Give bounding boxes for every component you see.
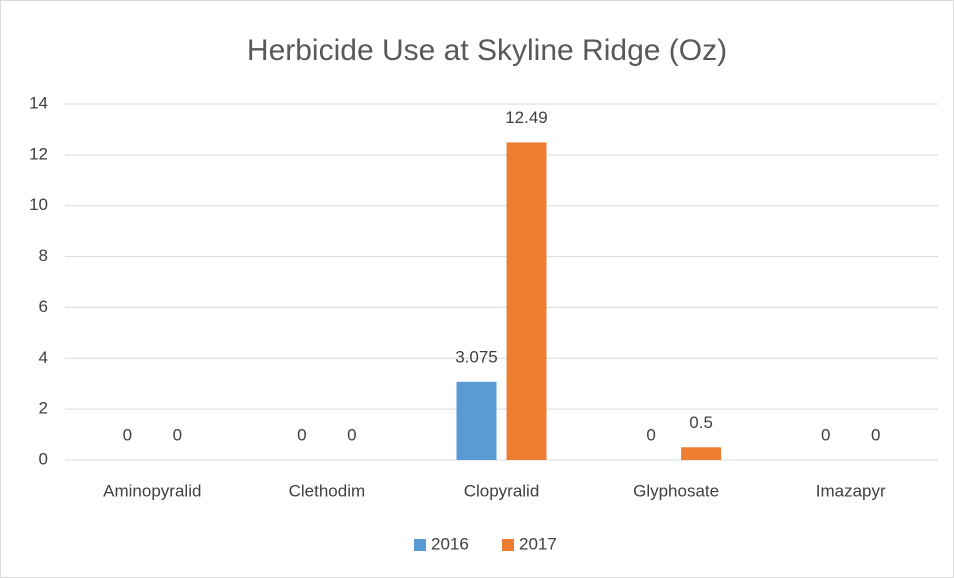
data-label: 0.5 [689, 413, 713, 432]
y-tick-label: 4 [39, 348, 48, 367]
x-tick-label: Clopyralid [464, 481, 540, 500]
data-label: 0 [646, 425, 655, 444]
data-label: 0 [297, 425, 306, 444]
x-tick-label: Glyphosate [633, 481, 719, 500]
y-tick-label: 2 [39, 399, 48, 418]
y-tick-label: 14 [29, 93, 48, 112]
y-tick-label: 0 [39, 449, 48, 468]
x-tick-label: Clethodim [289, 481, 366, 500]
data-label: 12.49 [505, 108, 548, 127]
y-tick-label: 12 [29, 144, 48, 163]
data-label: 0 [123, 425, 132, 444]
x-tick-label: Aminopyralid [103, 481, 201, 500]
bar [456, 381, 497, 460]
y-tick-label: 8 [39, 246, 48, 265]
data-label: 0 [821, 425, 830, 444]
data-label: 3.075 [455, 347, 498, 366]
data-label: 0 [173, 425, 182, 444]
bar [681, 447, 722, 460]
legend-swatch [414, 539, 426, 551]
data-label: 0 [347, 425, 356, 444]
chart-title: Herbicide Use at Skyline Ridge (Oz) [247, 34, 727, 67]
x-tick-label: Imazapyr [816, 481, 886, 500]
bar [506, 142, 547, 460]
legend-label: 2017 [519, 534, 557, 553]
data-label: 0 [871, 425, 880, 444]
y-tick-label: 10 [29, 195, 48, 214]
legend-label: 2016 [431, 534, 469, 553]
y-tick-label: 6 [39, 297, 48, 316]
legend-swatch [502, 539, 514, 551]
